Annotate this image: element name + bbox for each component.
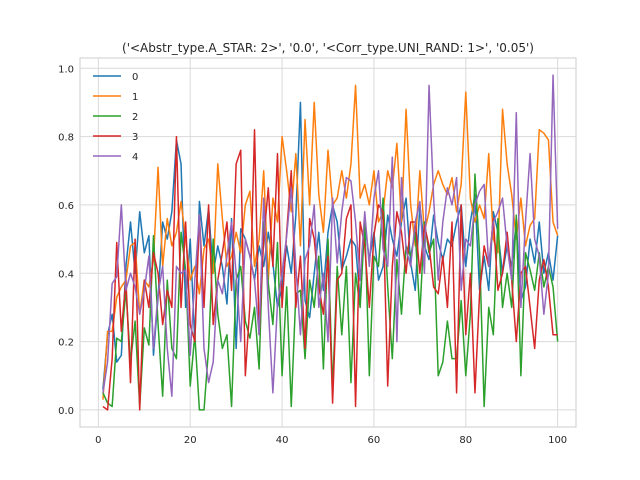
y-tick-label: 0.2 [58, 338, 74, 349]
legend: 0 1 2 3 4 [93, 72, 138, 163]
chart-title: ('<Abstr_type.A_STAR: 2>', '0.0', '<Corr… [122, 41, 534, 55]
series-line-3 [102, 129, 558, 411]
x-tick-label: 20 [184, 435, 197, 446]
legend-label-0: 0 [132, 72, 138, 83]
x-tick-label: 40 [276, 435, 289, 446]
legend-label-1: 1 [132, 92, 138, 103]
y-tick-label: 0.4 [58, 269, 74, 280]
legend-label-2: 2 [132, 112, 138, 123]
y-tick-label: 1.0 [58, 64, 74, 75]
y-tick-label: 0.0 [58, 406, 74, 417]
x-tick-label: 60 [368, 435, 381, 446]
x-tick-label: 100 [548, 435, 567, 446]
x-tick-label: 80 [459, 435, 472, 446]
x-tick-label: 0 [95, 435, 101, 446]
legend-items: 0 1 2 3 4 [93, 72, 138, 163]
legend-label-4: 4 [132, 152, 138, 163]
y-tick-label: 0.6 [58, 201, 74, 212]
y-tick-label: 0.8 [58, 133, 74, 144]
series-line-4 [102, 74, 559, 397]
series-lines [102, 74, 559, 411]
legend-label-3: 3 [132, 132, 138, 143]
